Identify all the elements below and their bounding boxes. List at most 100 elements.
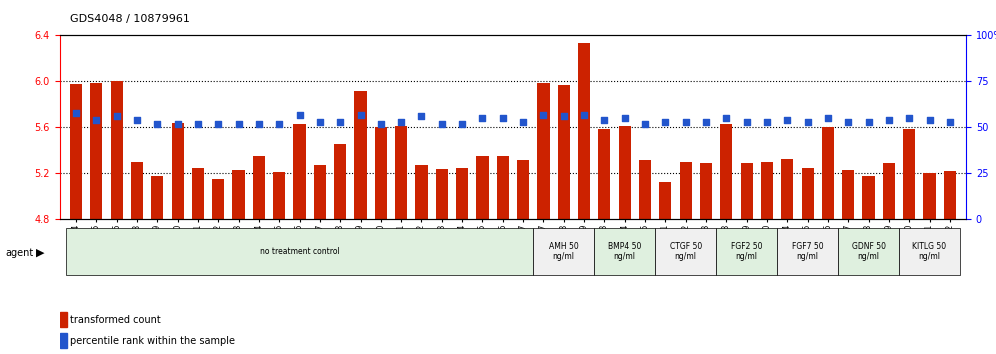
Point xyxy=(820,115,836,121)
Point xyxy=(68,110,84,115)
Text: no treatment control: no treatment control xyxy=(260,247,340,256)
Bar xyxy=(294,124,306,219)
Bar xyxy=(822,127,834,219)
Bar xyxy=(456,168,468,219)
Text: agent: agent xyxy=(5,248,33,258)
Text: CTGF 50
ng/ml: CTGF 50 ng/ml xyxy=(669,242,702,261)
Point xyxy=(657,119,673,125)
Bar xyxy=(171,123,183,219)
Point xyxy=(942,119,958,125)
Bar xyxy=(111,81,123,219)
Bar xyxy=(355,91,367,219)
Point xyxy=(718,115,734,121)
Bar xyxy=(761,162,773,219)
Bar xyxy=(273,172,285,219)
FancyBboxPatch shape xyxy=(655,228,716,275)
FancyBboxPatch shape xyxy=(777,228,838,275)
Bar xyxy=(843,170,855,219)
Point xyxy=(129,117,145,123)
Point xyxy=(617,115,632,121)
Point xyxy=(556,114,572,119)
Point xyxy=(901,115,917,121)
Point xyxy=(739,119,755,125)
Text: FGF2 50
ng/ml: FGF2 50 ng/ml xyxy=(731,242,762,261)
Bar xyxy=(639,160,651,219)
Point xyxy=(515,119,531,125)
Point xyxy=(536,112,552,118)
Point xyxy=(109,114,124,119)
Text: GDNF 50
ng/ml: GDNF 50 ng/ml xyxy=(852,242,885,261)
Point xyxy=(759,119,775,125)
FancyBboxPatch shape xyxy=(66,228,533,275)
Bar xyxy=(415,165,427,219)
Bar xyxy=(578,44,591,219)
Bar xyxy=(882,163,895,219)
Bar xyxy=(517,160,529,219)
Point xyxy=(779,117,795,123)
Point xyxy=(292,112,308,118)
Bar xyxy=(253,156,265,219)
Bar xyxy=(60,312,67,327)
Point xyxy=(231,121,247,127)
Point xyxy=(393,119,409,125)
Point xyxy=(373,121,388,127)
Point xyxy=(271,121,287,127)
Point xyxy=(861,119,876,125)
Text: FGF7 50
ng/ml: FGF7 50 ng/ml xyxy=(792,242,824,261)
Bar xyxy=(923,173,935,219)
Point xyxy=(333,119,349,125)
Bar xyxy=(395,126,407,219)
Bar xyxy=(60,333,67,348)
Text: percentile rank within the sample: percentile rank within the sample xyxy=(70,336,235,346)
Bar xyxy=(700,163,712,219)
Bar xyxy=(781,159,794,219)
Point xyxy=(495,115,511,121)
Bar xyxy=(192,168,204,219)
Bar xyxy=(599,129,611,219)
Bar xyxy=(212,179,224,219)
FancyBboxPatch shape xyxy=(533,228,595,275)
Bar xyxy=(903,129,915,219)
Text: transformed count: transformed count xyxy=(70,315,160,325)
Bar xyxy=(863,176,874,219)
Text: AMH 50
ng/ml: AMH 50 ng/ml xyxy=(549,242,579,261)
Point xyxy=(880,117,896,123)
Point xyxy=(353,112,369,118)
Point xyxy=(190,121,206,127)
Text: KITLG 50
ng/ml: KITLG 50 ng/ml xyxy=(912,242,946,261)
FancyBboxPatch shape xyxy=(595,228,655,275)
Bar xyxy=(232,170,245,219)
Point xyxy=(841,119,857,125)
Bar xyxy=(537,82,550,219)
Point xyxy=(454,121,470,127)
Point xyxy=(800,119,816,125)
FancyBboxPatch shape xyxy=(899,228,960,275)
Bar xyxy=(314,165,326,219)
Bar xyxy=(558,85,570,219)
Point xyxy=(474,115,490,121)
Point xyxy=(677,119,693,125)
Point xyxy=(413,114,429,119)
Point xyxy=(698,119,714,125)
FancyBboxPatch shape xyxy=(838,228,899,275)
Bar xyxy=(802,168,814,219)
Bar xyxy=(476,156,489,219)
Point xyxy=(921,117,937,123)
Text: ▶: ▶ xyxy=(36,248,45,258)
Bar xyxy=(741,163,753,219)
Bar xyxy=(130,162,143,219)
Point xyxy=(251,121,267,127)
Point xyxy=(169,121,185,127)
Point xyxy=(637,121,653,127)
Point xyxy=(210,121,226,127)
Bar xyxy=(435,169,448,219)
Bar xyxy=(944,171,956,219)
Bar xyxy=(91,82,103,219)
Bar xyxy=(497,156,509,219)
Bar xyxy=(151,176,163,219)
Bar xyxy=(659,182,671,219)
Bar xyxy=(679,162,692,219)
Point xyxy=(434,121,450,127)
Text: GDS4048 / 10879961: GDS4048 / 10879961 xyxy=(70,14,189,24)
Bar xyxy=(619,126,630,219)
